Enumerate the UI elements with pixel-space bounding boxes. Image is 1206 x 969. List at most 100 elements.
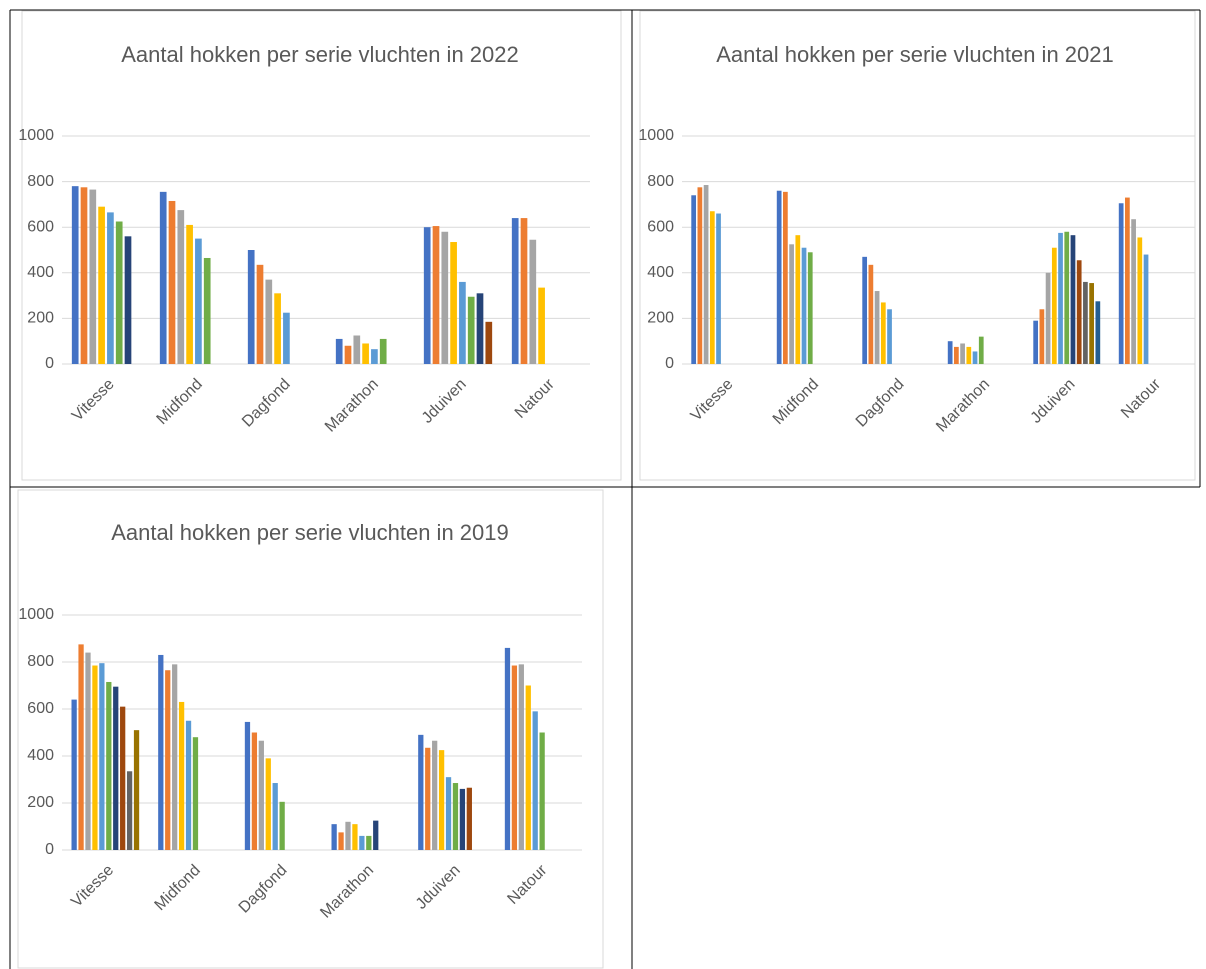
bar (529, 239, 537, 364)
bar (1083, 281, 1088, 364)
bar (1033, 320, 1039, 364)
bar (1143, 254, 1149, 364)
y-tick-label: 800 (647, 173, 674, 190)
bar (709, 211, 715, 364)
y-tick-label: 400 (27, 264, 54, 281)
x-tick-label: Marathon (933, 376, 993, 436)
x-tick-label: Dagfond (853, 376, 908, 431)
bar (113, 686, 119, 850)
bar (120, 706, 126, 850)
bar (352, 824, 358, 850)
bar (279, 801, 285, 850)
x-tick-label: Dagfond (236, 862, 291, 917)
bar (283, 312, 290, 364)
bar (459, 281, 466, 364)
bar (874, 291, 880, 364)
y-tick-label: 600 (27, 700, 54, 717)
bar (476, 293, 484, 364)
bar (868, 264, 874, 364)
bar (1051, 247, 1057, 364)
bar (192, 737, 199, 850)
chart-title: Aantal hokken per serie vluchten in 2019 (111, 520, 509, 545)
bar (947, 341, 953, 364)
x-tick-label: Natour (1118, 375, 1164, 421)
bar (450, 242, 457, 364)
x-tick-label: Vitesse (688, 376, 737, 425)
bar (960, 343, 965, 364)
bar (80, 187, 88, 364)
bar (106, 681, 112, 850)
bar (862, 256, 868, 364)
bar (452, 783, 459, 850)
x-tick-label: Jduiven (1028, 376, 1079, 427)
bar (89, 189, 97, 364)
bar (716, 213, 721, 364)
bar (165, 670, 171, 850)
y-tick-label: 400 (27, 747, 54, 764)
bar (331, 824, 337, 850)
bar (703, 185, 709, 364)
bar (467, 296, 475, 364)
bar (520, 218, 528, 364)
bar (1131, 219, 1136, 364)
bar (423, 227, 431, 364)
bar (1045, 272, 1051, 364)
bar (272, 783, 278, 850)
bar (1137, 237, 1143, 364)
y-tick-label: 0 (665, 355, 674, 372)
bar (115, 221, 123, 364)
bar (1125, 197, 1130, 364)
bar (511, 218, 519, 364)
bar (432, 740, 438, 850)
bar (418, 734, 424, 850)
bar (887, 309, 892, 364)
y-tick-label: 400 (647, 264, 674, 281)
chart-frame (17, 489, 604, 969)
bar (972, 351, 978, 364)
bar (1089, 283, 1094, 364)
bar (538, 287, 545, 364)
bar (99, 663, 105, 850)
bar (504, 647, 511, 850)
bar (459, 788, 466, 850)
x-tick-label: Natour (512, 375, 558, 421)
bar (795, 235, 801, 364)
bar (379, 338, 387, 364)
x-tick-label: Midfond (770, 376, 822, 428)
bar (1076, 260, 1082, 364)
bar (345, 821, 351, 850)
bar (532, 711, 538, 850)
bar (177, 210, 185, 364)
bar (954, 346, 959, 364)
bar (338, 832, 344, 850)
bar (203, 257, 211, 364)
bar (126, 771, 133, 850)
bar (256, 264, 264, 364)
bar (373, 820, 379, 850)
bar (359, 835, 365, 850)
bar (880, 302, 886, 364)
bar (425, 747, 431, 850)
bar (335, 338, 343, 364)
bar (511, 665, 518, 850)
chart-frame (639, 10, 1196, 481)
bar (1070, 235, 1076, 364)
bar (265, 758, 271, 850)
bar (168, 200, 176, 364)
bar (158, 654, 164, 850)
chart-title: Aantal hokken per serie vluchten in 2021 (716, 42, 1114, 67)
bar (1064, 231, 1070, 364)
x-tick-label: Jduiven (413, 862, 464, 913)
y-tick-label: 800 (27, 653, 54, 670)
bar (247, 250, 255, 364)
bar (362, 343, 369, 364)
bar (353, 335, 361, 364)
x-tick-label: Dagfond (239, 376, 294, 431)
bar (978, 336, 984, 364)
bar (258, 740, 264, 850)
y-tick-label: 800 (27, 173, 54, 190)
bar (1039, 309, 1045, 364)
bar (366, 835, 372, 850)
bar (98, 206, 105, 364)
